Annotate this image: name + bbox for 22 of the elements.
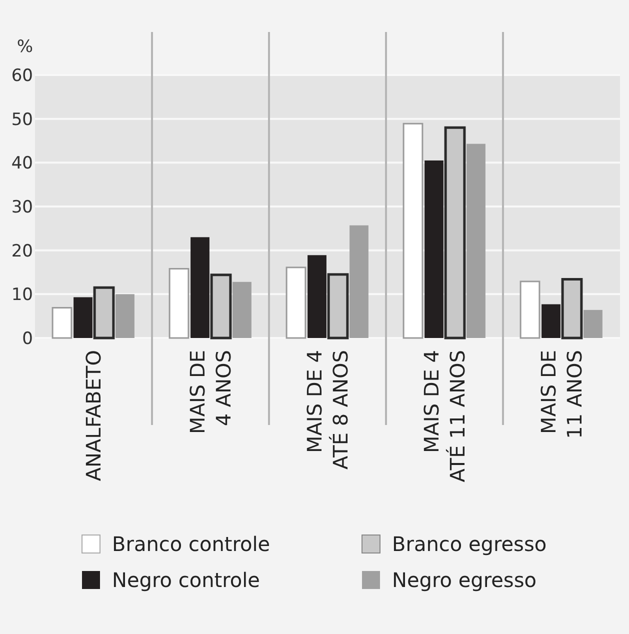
x-tick-label: MAIS DE 4 ANOS <box>186 350 236 434</box>
y-tick-label: 0 <box>22 328 33 349</box>
bar <box>466 144 486 338</box>
bar <box>232 282 252 338</box>
bar <box>584 310 602 338</box>
y-axis-title: % <box>16 37 33 57</box>
bar <box>116 294 134 338</box>
x-tick-label: MAIS DE 4 ATÉ 8 ANOS <box>302 350 352 470</box>
y-tick-label: 60 <box>11 66 33 86</box>
legend-label: Negro egresso <box>392 568 537 592</box>
bar <box>350 225 368 338</box>
legend-label: Negro controle <box>112 568 260 592</box>
legend-label: Branco egresso <box>392 532 547 556</box>
legend-label: Branco controle <box>112 532 270 556</box>
y-tick-label: 20 <box>11 241 33 262</box>
y-tick-label: 10 <box>11 285 33 306</box>
y-tick-label: 40 <box>11 154 33 174</box>
y-tick-label: 50 <box>11 110 33 130</box>
x-tick-label: MAIS DE 11 ANOS <box>536 350 586 439</box>
x-tick-label: MAIS DE 4 ATÉ 11 ANOS <box>420 350 470 482</box>
x-tick-label: ANALFABETO <box>82 350 106 482</box>
y-tick-label: 30 <box>11 197 33 218</box>
